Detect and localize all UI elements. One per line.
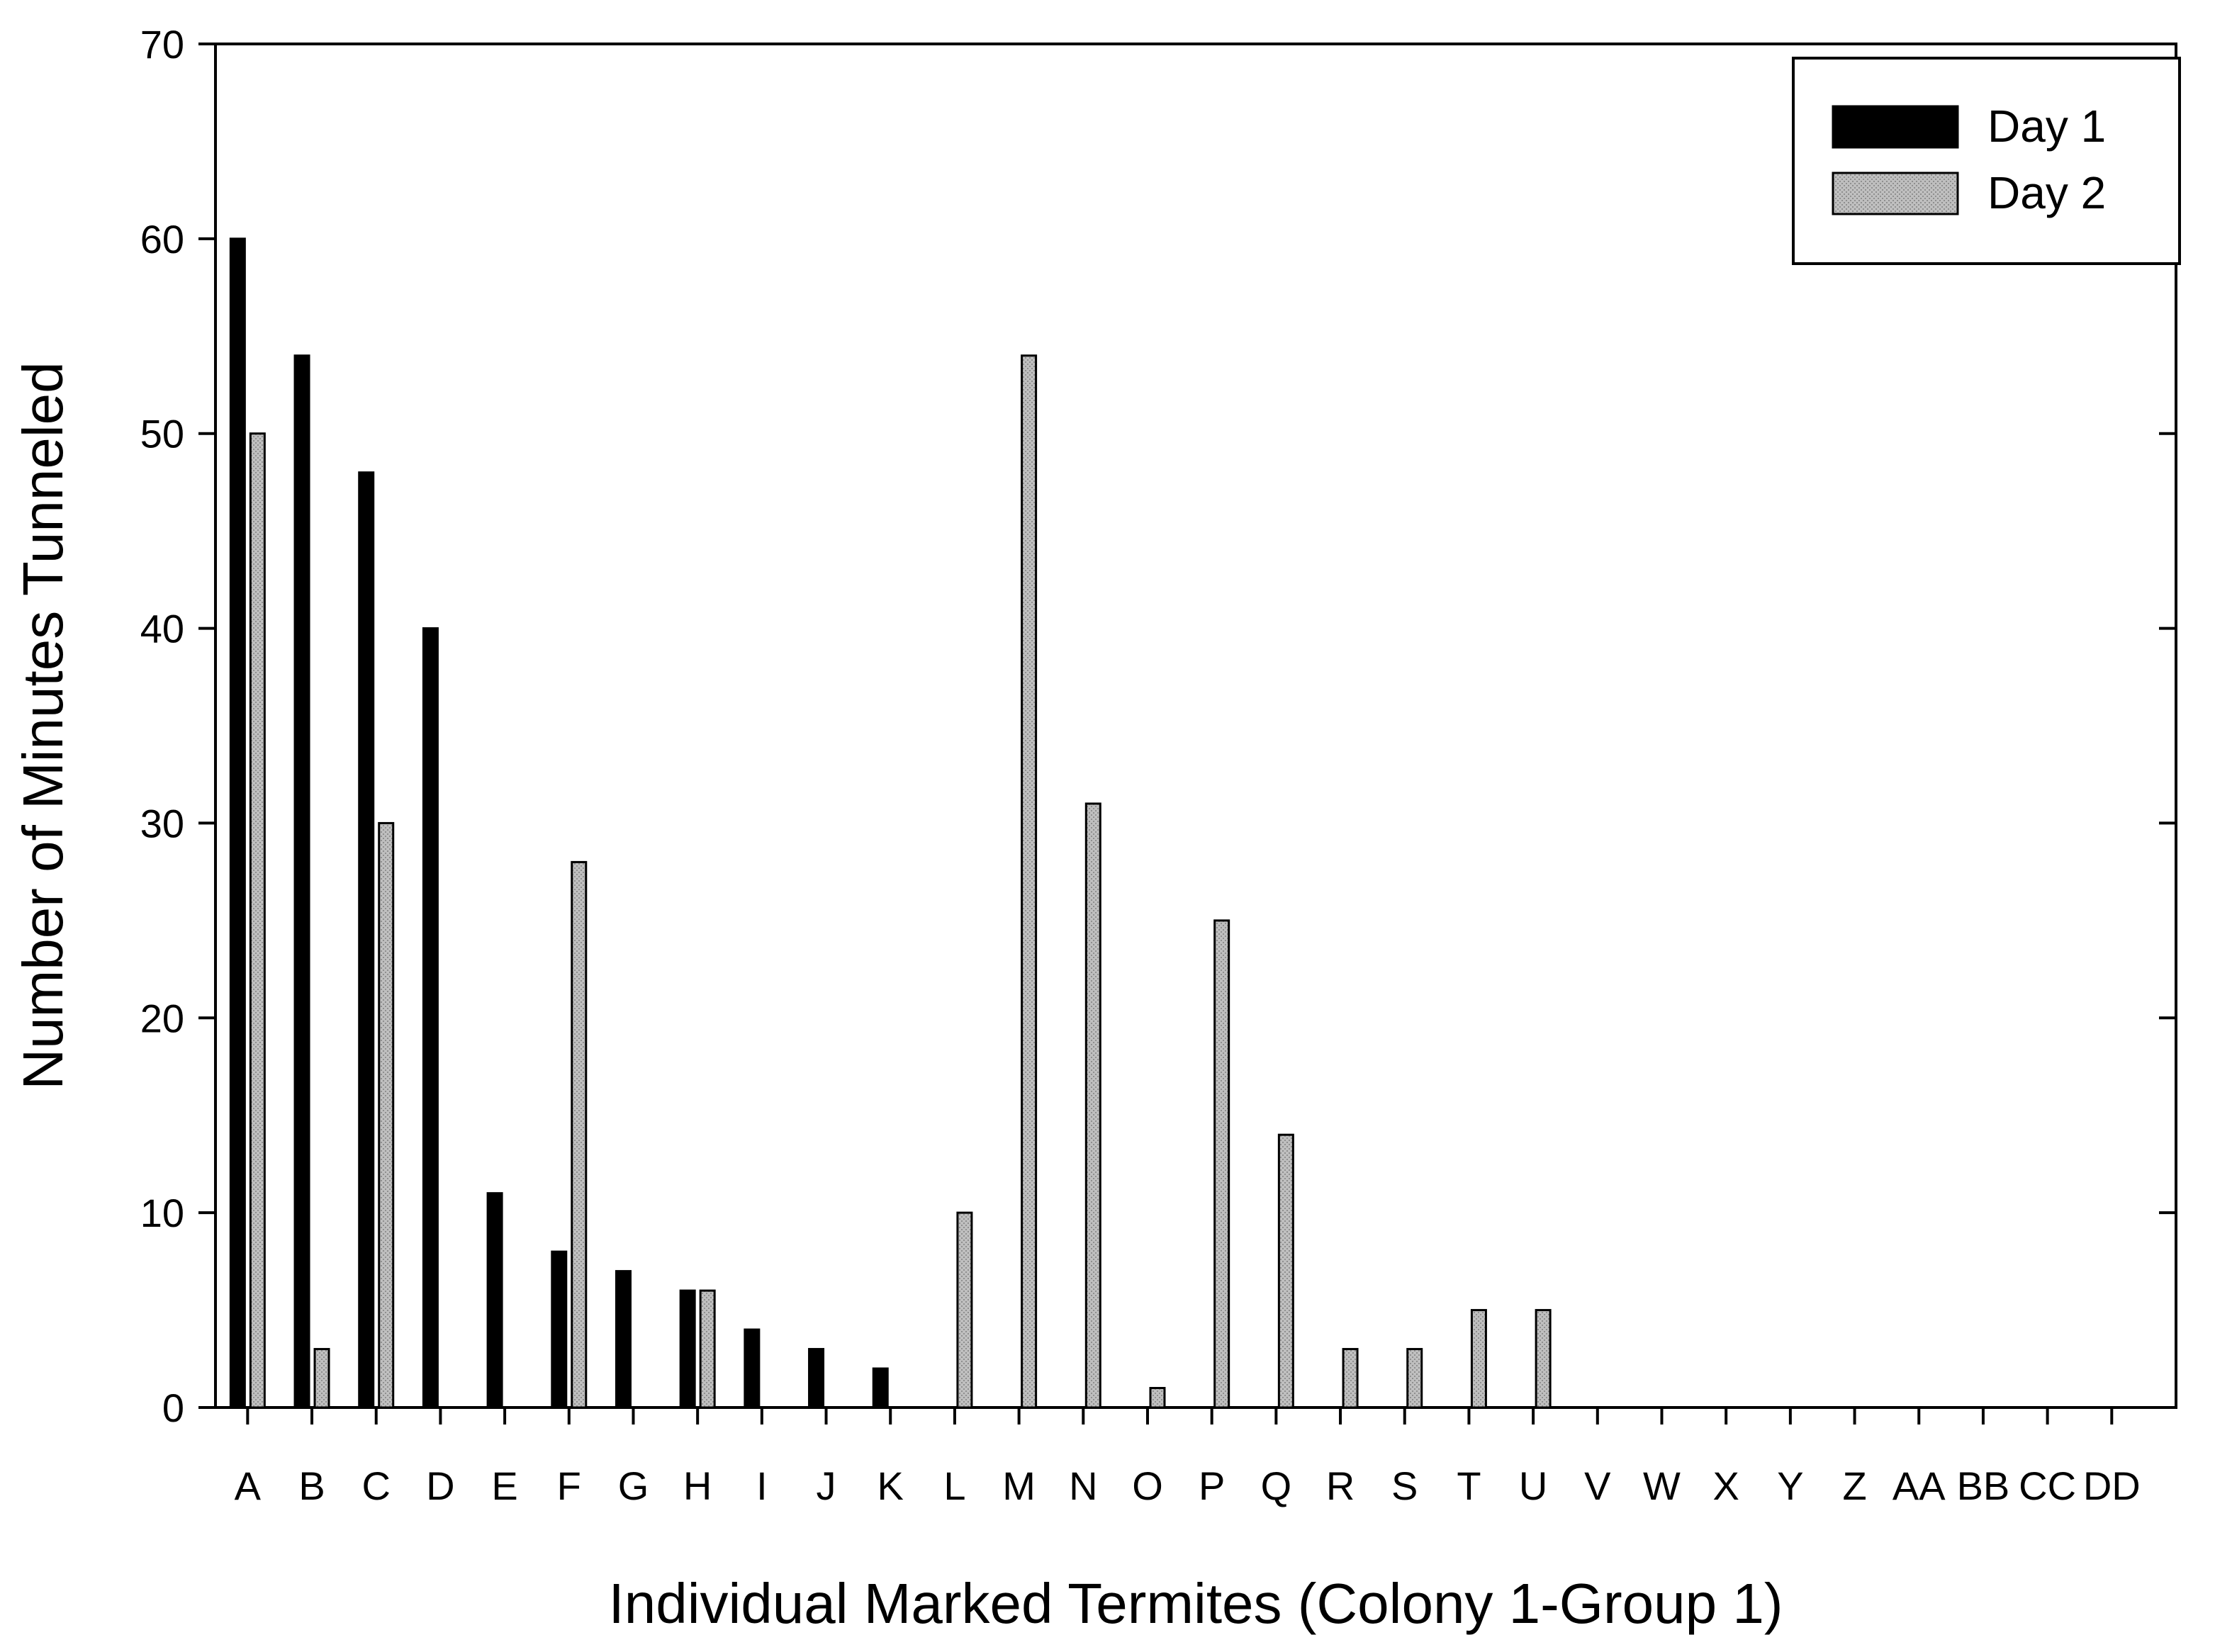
y-tick-label: 70 — [140, 22, 184, 67]
x-tick-label: F — [557, 1463, 581, 1508]
legend-label: Day 2 — [1987, 167, 2106, 218]
bar-day1 — [679, 1289, 696, 1409]
bar-day1 — [872, 1367, 889, 1409]
y-tick-label: 40 — [140, 607, 184, 651]
bar-day1 — [486, 1192, 503, 1409]
x-tick-label: I — [756, 1463, 768, 1508]
x-tick-label: S — [1391, 1463, 1418, 1508]
x-tick-label: X — [1713, 1463, 1739, 1508]
bar-day1 — [293, 354, 310, 1409]
x-tick-label: U — [1519, 1463, 1547, 1508]
bar-day2 — [1406, 1348, 1423, 1409]
x-tick-label: A — [235, 1463, 262, 1508]
bar-day2 — [571, 860, 588, 1409]
bar-day2 — [1021, 354, 1038, 1409]
bar-day2 — [1470, 1309, 1487, 1409]
x-tick-label: W — [1643, 1463, 1681, 1508]
x-tick-label: H — [683, 1463, 712, 1508]
bar-day2 — [1084, 802, 1101, 1409]
bar-day1 — [808, 1348, 825, 1409]
bar-day2 — [956, 1211, 973, 1409]
bar-day1 — [358, 471, 375, 1409]
bar-day1 — [744, 1328, 761, 1409]
x-tick-label: T — [1457, 1463, 1481, 1508]
x-tick-label: V — [1584, 1463, 1611, 1508]
bar-day1 — [551, 1250, 568, 1409]
plot-frame — [214, 43, 2177, 1409]
x-tick-label: M — [1002, 1463, 1036, 1508]
y-tick-label: 50 — [140, 412, 184, 456]
x-tick-label: K — [877, 1463, 904, 1508]
x-tick-label: BB — [1957, 1463, 2010, 1508]
y-tick-label: 20 — [140, 996, 184, 1040]
y-tick-label: 30 — [140, 801, 184, 845]
x-tick-label: P — [1199, 1463, 1225, 1508]
y-axis-ticks: 0 10 20 30 40 50 60 70 — [140, 22, 2176, 1430]
x-tick-label: B — [298, 1463, 325, 1508]
legend-label: Day 1 — [1987, 101, 2106, 152]
bar-day2 — [249, 432, 266, 1409]
bar-day1 — [615, 1270, 632, 1409]
y-axis-title: Number of Minutes Tunneled — [11, 361, 74, 1089]
bar-day2 — [1342, 1348, 1359, 1409]
bars — [229, 237, 1552, 1409]
bar-day2 — [1535, 1309, 1552, 1409]
x-tick-label: G — [618, 1463, 649, 1508]
bar-day1 — [229, 237, 246, 1409]
legend: Day 1 Day 2 — [1792, 57, 2181, 265]
x-tick-label: E — [491, 1463, 517, 1508]
y-tick-label: 60 — [140, 217, 184, 262]
bar-day2 — [699, 1289, 716, 1409]
x-axis-title: Individual Marked Termites (Colony 1-Gro… — [609, 1572, 1783, 1635]
x-tick-label: C — [361, 1463, 390, 1508]
y-tick-label: 10 — [140, 1191, 184, 1235]
legend-swatch — [1832, 172, 1959, 215]
x-tick-label: Z — [1842, 1463, 1866, 1508]
x-tick-label: DD — [2083, 1463, 2141, 1508]
x-tick-label: R — [1326, 1463, 1355, 1508]
legend-box — [1792, 57, 2181, 265]
x-tick-label: Q — [1261, 1463, 1292, 1508]
x-tick-label: D — [426, 1463, 454, 1508]
bar-day2 — [1149, 1387, 1166, 1409]
x-tick-label: Y — [1777, 1463, 1803, 1508]
x-tick-label: L — [943, 1463, 965, 1508]
bar-day1 — [422, 627, 439, 1409]
y-tick-label: 0 — [162, 1386, 184, 1430]
x-tick-label: O — [1132, 1463, 1163, 1508]
x-tick-label: N — [1069, 1463, 1097, 1508]
bar-day2 — [313, 1348, 330, 1409]
x-tick-label: J — [817, 1463, 836, 1508]
bar-day2 — [378, 821, 395, 1409]
bar-day2 — [1213, 919, 1230, 1409]
plot-border — [214, 43, 2177, 1409]
bar-day2 — [1277, 1133, 1294, 1409]
x-tick-label: AA — [1892, 1463, 1946, 1508]
x-axis-ticks: A B C D E F G H I J K L M N O P Q R S T U V W X Y Z AA BB CC DD — [235, 1407, 2141, 1508]
legend-swatch — [1832, 105, 1959, 149]
x-tick-label: CC — [2019, 1463, 2076, 1508]
